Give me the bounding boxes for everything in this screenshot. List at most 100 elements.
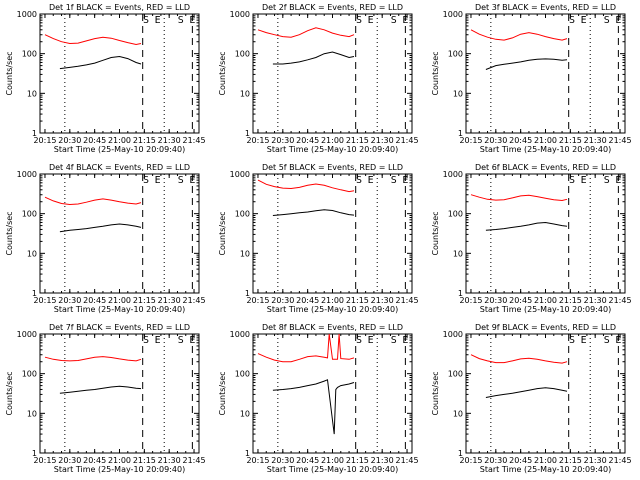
- x-tick-label: 20:15: [246, 296, 269, 305]
- x-tick-label: 20:15: [459, 296, 482, 305]
- y-axis-label: Counts/sec: [431, 51, 440, 95]
- x-tick-label: 21:45: [609, 456, 632, 465]
- marker-e: E: [402, 335, 408, 346]
- detector-panel-6: Det 6f BLACK = Events, RED = LLD 1 10 100 10…: [431, 163, 632, 314]
- y-tick-label: 1: [245, 449, 250, 458]
- y-tick-label: 1: [458, 449, 463, 458]
- y-tick-label: 1000: [443, 10, 463, 19]
- marker-e: E: [615, 175, 621, 186]
- x-tick-label: 21:00: [321, 136, 344, 145]
- marker-s: S: [604, 15, 610, 26]
- y-axis-label: Counts/sec: [218, 211, 227, 255]
- marker-s: S: [356, 175, 362, 186]
- x-tick-label: 21:00: [534, 456, 557, 465]
- x-tick-label: 21:00: [321, 296, 344, 305]
- x-tick-label: 20:45: [83, 456, 106, 465]
- marker-s: S: [604, 175, 610, 186]
- x-tick-label: 20:45: [83, 136, 106, 145]
- x-tick-label: 20:30: [484, 136, 507, 145]
- y-axis-label: Counts/sec: [431, 211, 440, 255]
- marker-s: S: [356, 15, 362, 26]
- marker-e: E: [155, 15, 161, 26]
- y-axis-label: Counts/sec: [5, 371, 14, 415]
- marker-s: S: [143, 15, 149, 26]
- chart-title: Det 4f BLACK = Events, RED = LLD: [49, 163, 190, 172]
- events-series-line: [59, 223, 142, 233]
- x-tick-label: 21:00: [108, 456, 131, 465]
- chart-title: Det 7f BLACK = Events, RED = LLD: [49, 323, 190, 332]
- y-axis-label: Counts/sec: [218, 51, 227, 95]
- x-tick-label: 21:15: [133, 136, 156, 145]
- y-tick-label: 100: [22, 50, 37, 59]
- x-tick-label: 21:15: [133, 296, 156, 305]
- y-tick-label: 1: [245, 289, 250, 298]
- chart-title: Det 2f BLACK = Events, RED = LLD: [262, 3, 403, 12]
- chart-title: Det 9f BLACK = Events, RED = LLD: [475, 323, 616, 332]
- lld-series-line: [257, 27, 355, 38]
- plot-frame: [39, 13, 200, 134]
- y-tick-label: 100: [448, 210, 463, 219]
- y-tick-label: 1: [32, 289, 37, 298]
- x-axis-label: Start Time (25-May-10 20:09:40): [267, 465, 398, 474]
- events-series-line: [485, 58, 568, 70]
- lld-series-line: [257, 179, 355, 193]
- lld-series-line: [44, 356, 142, 362]
- detector-panel-8: Det 8f BLACK = Events, RED = LLD 1 10 100 10…: [218, 323, 419, 474]
- x-tick-label: 21:00: [534, 136, 557, 145]
- y-tick-label: 1000: [17, 10, 37, 19]
- plot-frame: [465, 333, 626, 454]
- x-tick-label: 20:15: [33, 456, 56, 465]
- x-tick-label: 21:15: [559, 456, 582, 465]
- x-tick-label: 20:30: [271, 456, 294, 465]
- plot-frame: [465, 13, 626, 134]
- marker-e: E: [581, 15, 587, 26]
- y-tick-label: 1000: [443, 330, 463, 339]
- x-tick-label: 21:30: [158, 456, 181, 465]
- marker-e: E: [189, 175, 195, 186]
- x-tick-label: 21:15: [133, 456, 156, 465]
- x-tick-label: 21:15: [346, 296, 369, 305]
- x-tick-label: 21:30: [371, 136, 394, 145]
- x-tick-label: 20:30: [271, 136, 294, 145]
- y-tick-label: 1: [32, 449, 37, 458]
- marker-e: E: [155, 335, 161, 346]
- marker-s: S: [569, 175, 575, 186]
- x-tick-label: 21:30: [584, 456, 607, 465]
- events-series-line: [59, 385, 142, 394]
- y-tick-label: 1: [458, 289, 463, 298]
- events-series-line: [272, 51, 355, 65]
- x-tick-label: 21:45: [183, 296, 206, 305]
- x-axis-label: Start Time (25-May-10 20:09:40): [267, 145, 398, 154]
- detector-panel-7: Det 7f BLACK = Events, RED = LLD 1 10 100 10…: [5, 323, 206, 474]
- x-tick-label: 21:30: [158, 136, 181, 145]
- marker-e: E: [402, 175, 408, 186]
- x-tick-label: 20:30: [58, 456, 81, 465]
- marker-s: S: [178, 15, 184, 26]
- y-tick-label: 100: [22, 370, 37, 379]
- marker-s: S: [356, 335, 362, 346]
- x-tick-label: 20:30: [58, 136, 81, 145]
- lld-series-line: [44, 34, 142, 46]
- x-tick-label: 21:30: [584, 136, 607, 145]
- x-tick-label: 21:00: [321, 456, 344, 465]
- y-tick-label: 10: [453, 249, 463, 258]
- x-axis-label: Start Time (25-May-10 20:09:40): [54, 145, 185, 154]
- x-tick-label: 21:00: [108, 296, 131, 305]
- x-tick-label: 21:15: [346, 456, 369, 465]
- chart-title: Det 5f BLACK = Events, RED = LLD: [262, 163, 403, 172]
- marker-s: S: [178, 335, 184, 346]
- y-tick-label: 1: [245, 129, 250, 138]
- marker-e: E: [368, 15, 374, 26]
- x-tick-label: 20:15: [459, 136, 482, 145]
- marker-s: S: [391, 335, 397, 346]
- x-tick-label: 20:15: [246, 136, 269, 145]
- x-tick-label: 20:15: [33, 296, 56, 305]
- events-series-line: [272, 379, 355, 435]
- detector-panel-4: Det 4f BLACK = Events, RED = LLD 1 10 100 10…: [5, 163, 206, 314]
- x-tick-label: 21:45: [609, 136, 632, 145]
- lld-series-line: [470, 194, 568, 202]
- detector-panel-9: Det 9f BLACK = Events, RED = LLD 1 10 100 10…: [431, 323, 632, 474]
- x-tick-label: 21:15: [346, 136, 369, 145]
- y-tick-label: 1000: [17, 170, 37, 179]
- chart-title: Det 6f BLACK = Events, RED = LLD: [475, 163, 616, 172]
